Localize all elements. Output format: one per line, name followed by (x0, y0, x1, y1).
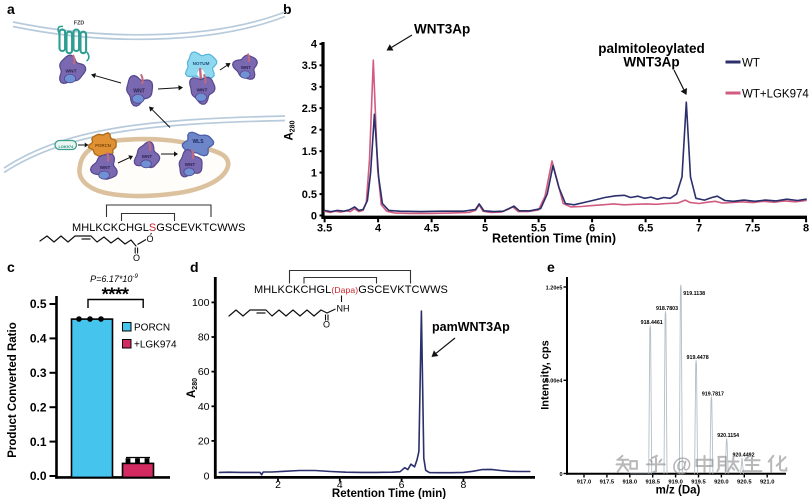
svg-text:pamWNT3Ap: pamWNT3Ap (432, 320, 510, 334)
svg-text:918.0: 918.0 (623, 480, 638, 486)
svg-text:WNT: WNT (185, 162, 196, 167)
svg-text:O: O (323, 319, 330, 329)
svg-text:5.5: 5.5 (531, 223, 546, 235)
svg-text:919.1138: 919.1138 (683, 291, 705, 297)
svg-text:6: 6 (589, 223, 595, 235)
svg-text:e: e (547, 259, 555, 275)
svg-text:0.5: 0.5 (30, 297, 47, 311)
svg-text:40: 40 (198, 401, 210, 413)
svg-text:3.5: 3.5 (302, 60, 317, 72)
svg-text:Retention Time (min): Retention Time (min) (332, 488, 446, 499)
svg-text:20: 20 (198, 436, 210, 448)
svg-text:918.4461: 918.4461 (641, 320, 663, 326)
svg-text:8: 8 (460, 479, 466, 491)
svg-text:WNT3Ap: WNT3Ap (623, 55, 679, 70)
svg-text:920.4492: 920.4492 (732, 453, 754, 459)
svg-text:919.7817: 919.7817 (702, 391, 724, 397)
svg-text:NH: NH (337, 304, 350, 314)
svg-text:919.4478: 919.4478 (687, 355, 709, 361)
svg-text:Product Converted Ratio: Product Converted Ratio (7, 322, 19, 457)
svg-text:FZD: FZD (74, 21, 84, 27)
svg-text:5: 5 (482, 223, 488, 235)
svg-text:4: 4 (375, 223, 382, 235)
svg-text:MHLKCKCHGLSGSCEVKTCWWS: MHLKCKCHGLSGSCEVKTCWWS (72, 222, 245, 234)
svg-text:+LGK974: +LGK974 (134, 340, 177, 351)
svg-text:1.20e5: 1.20e5 (546, 286, 563, 292)
svg-text:60: 60 (198, 366, 210, 378)
svg-text:4: 4 (337, 479, 343, 491)
svg-text:Intensity, cps: Intensity, cps (540, 340, 552, 409)
svg-text:0.0: 0.0 (30, 469, 47, 483)
svg-text:PORCN: PORCN (95, 143, 111, 148)
svg-text:O: O (146, 234, 153, 244)
svg-text:0.1: 0.1 (30, 435, 47, 449)
svg-text:0: 0 (204, 471, 210, 483)
svg-text:0.3: 0.3 (30, 366, 47, 380)
svg-text:0: 0 (311, 210, 317, 222)
svg-text:WNT: WNT (241, 65, 251, 70)
svg-text:WNT: WNT (65, 68, 76, 74)
svg-text:MHLKCKCHGL(Dapa)GSCEVKTCWWS: MHLKCKCHGL(Dapa)GSCEVKTCWWS (254, 284, 448, 296)
svg-text:PORCN: PORCN (134, 323, 170, 334)
svg-text:918.5: 918.5 (645, 480, 660, 486)
svg-text:WT: WT (742, 57, 760, 69)
svg-text:6.00e4: 6.00e4 (546, 379, 564, 385)
svg-text:1: 1 (311, 167, 317, 179)
svg-text:921.0: 921.0 (760, 480, 775, 486)
svg-text:919.5: 919.5 (691, 480, 706, 486)
svg-text:6.5: 6.5 (638, 223, 653, 235)
svg-text:6: 6 (399, 479, 405, 491)
svg-text:920.5: 920.5 (737, 480, 752, 486)
svg-text:LGK974: LGK974 (58, 144, 74, 149)
svg-text:0: 0 (559, 472, 562, 478)
svg-text:919.0: 919.0 (668, 480, 683, 486)
svg-text:WNT: WNT (100, 165, 111, 170)
svg-text:@: @ (672, 455, 692, 477)
svg-text:m/z (Da): m/z (Da) (656, 485, 701, 497)
svg-text:100: 100 (192, 297, 210, 309)
svg-text:2: 2 (275, 479, 281, 491)
svg-text:palmitoleoylated: palmitoleoylated (598, 41, 705, 56)
svg-text:b: b (283, 1, 292, 17)
svg-text:WNT3Ap: WNT3Ap (414, 22, 470, 37)
svg-text:WNT: WNT (133, 89, 145, 95)
svg-text:Retention Time (min): Retention Time (min) (492, 232, 616, 246)
svg-text:4.5: 4.5 (424, 223, 439, 235)
svg-text:3.5: 3.5 (317, 223, 332, 235)
svg-text:4: 4 (311, 39, 318, 51)
svg-text:920.0: 920.0 (714, 480, 729, 486)
svg-text:WNT: WNT (142, 154, 153, 159)
svg-text:920.1154: 920.1154 (717, 433, 739, 439)
svg-text:8: 8 (803, 223, 809, 235)
svg-text:d: d (190, 259, 199, 275)
svg-text:917.0: 917.0 (577, 480, 592, 486)
svg-text:NOTUM: NOTUM (193, 61, 210, 66)
svg-text:2: 2 (311, 125, 317, 137)
svg-text:2.5: 2.5 (302, 103, 317, 115)
svg-text:c: c (7, 259, 15, 275)
svg-text:O: O (133, 253, 140, 263)
svg-text:a: a (7, 1, 15, 17)
svg-text:7: 7 (696, 223, 702, 235)
svg-text:918.7803: 918.7803 (656, 306, 678, 312)
svg-text:WNT: WNT (197, 87, 208, 93)
svg-text:0.5: 0.5 (302, 189, 317, 201)
svg-text:917.5: 917.5 (600, 480, 615, 486)
svg-text:****: **** (102, 284, 130, 305)
svg-text:WT+LGK974: WT+LGK974 (742, 88, 809, 100)
svg-text:WLS: WLS (192, 139, 204, 145)
svg-text:P=6.17*10-9: P=6.17*10-9 (90, 273, 138, 284)
svg-text:1.5: 1.5 (302, 146, 317, 158)
svg-text:3: 3 (311, 82, 317, 94)
svg-text:0.2: 0.2 (30, 400, 47, 414)
svg-text:0.4: 0.4 (30, 332, 47, 346)
svg-text:80: 80 (198, 332, 210, 344)
svg-text:7.5: 7.5 (745, 223, 760, 235)
